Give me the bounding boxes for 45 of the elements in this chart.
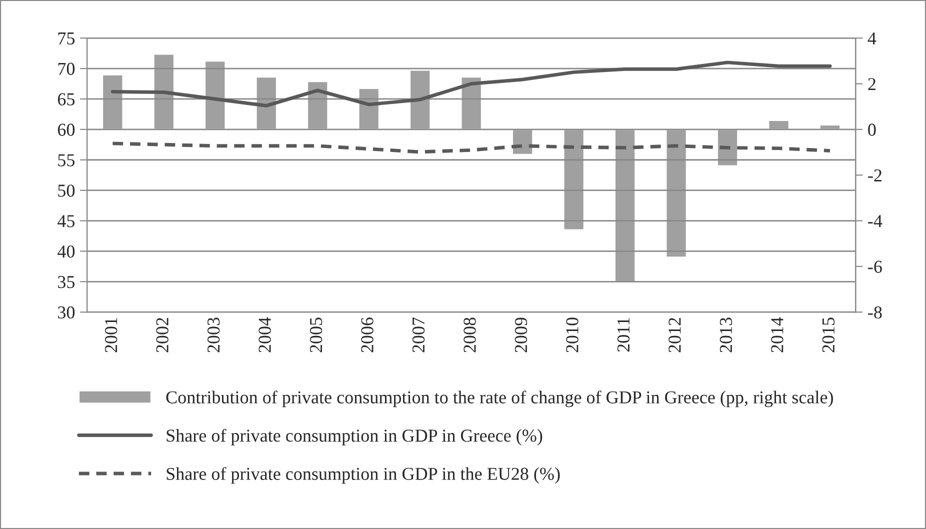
x-tick-label: 2002 [156,318,168,352]
bar [204,60,226,130]
legend-label: Share of private consumption in GDP in the EU28 (%) [166,467,560,484]
y-tick-label: 45 [58,215,75,228]
x-tick-label: 2010 [566,318,578,352]
x-tick-label: 2007 [412,317,425,352]
x-tick-label: 2015 [822,318,835,352]
line-series [110,60,832,108]
x-tick-label: 2012 [668,318,681,352]
bar [665,128,688,258]
y2-tick-label: -2 [868,169,882,182]
legend-label: Contribution of private consumption to the rate of change of GDP in Greece (pp, right scale) [166,390,833,408]
y2-tick-label: -8 [868,306,882,319]
y2-tick-label: -4 [868,215,882,228]
legend-label: Share of private consumption in GDP in Greece (%) [166,428,542,446]
x-tick-label: 2011 [617,318,630,352]
x-tick-label: 2003 [207,318,220,352]
x-tick-label: 2009 [514,318,528,352]
x-tick-label: 2006 [361,318,374,352]
y-tick-label: 65 [58,93,75,106]
bar [152,53,175,130]
y-tick-label: 60 [58,124,75,136]
y2-tick-label: 0 [868,124,876,136]
x-tick-label: 2013 [720,318,732,352]
y-tick-label: 75 [58,32,75,45]
y-tick-label: 55 [58,154,75,166]
bar [562,128,585,231]
y2-tick-label: 4 [868,32,876,44]
y2-tick-label: 2 [868,78,876,90]
x-tick-label: 2001 [105,318,118,352]
bar [102,74,124,130]
x-tick-label: 2005 [310,318,322,352]
line-series [110,142,832,154]
bar [255,76,278,130]
x-tick-label: 2008 [464,318,476,352]
y-tick-label: 30 [58,306,75,319]
y-tick-label: 70 [58,62,75,75]
bar [460,76,482,130]
bar [409,69,432,130]
y-tick-label: 40 [58,245,75,258]
y-tick-label: 35 [58,276,75,288]
y-tick-label: 50 [58,184,75,197]
y2-tick-label: -6 [868,260,882,273]
x-tick-label: 2004 [258,317,271,352]
x-tick-label: 2014 [771,317,784,352]
